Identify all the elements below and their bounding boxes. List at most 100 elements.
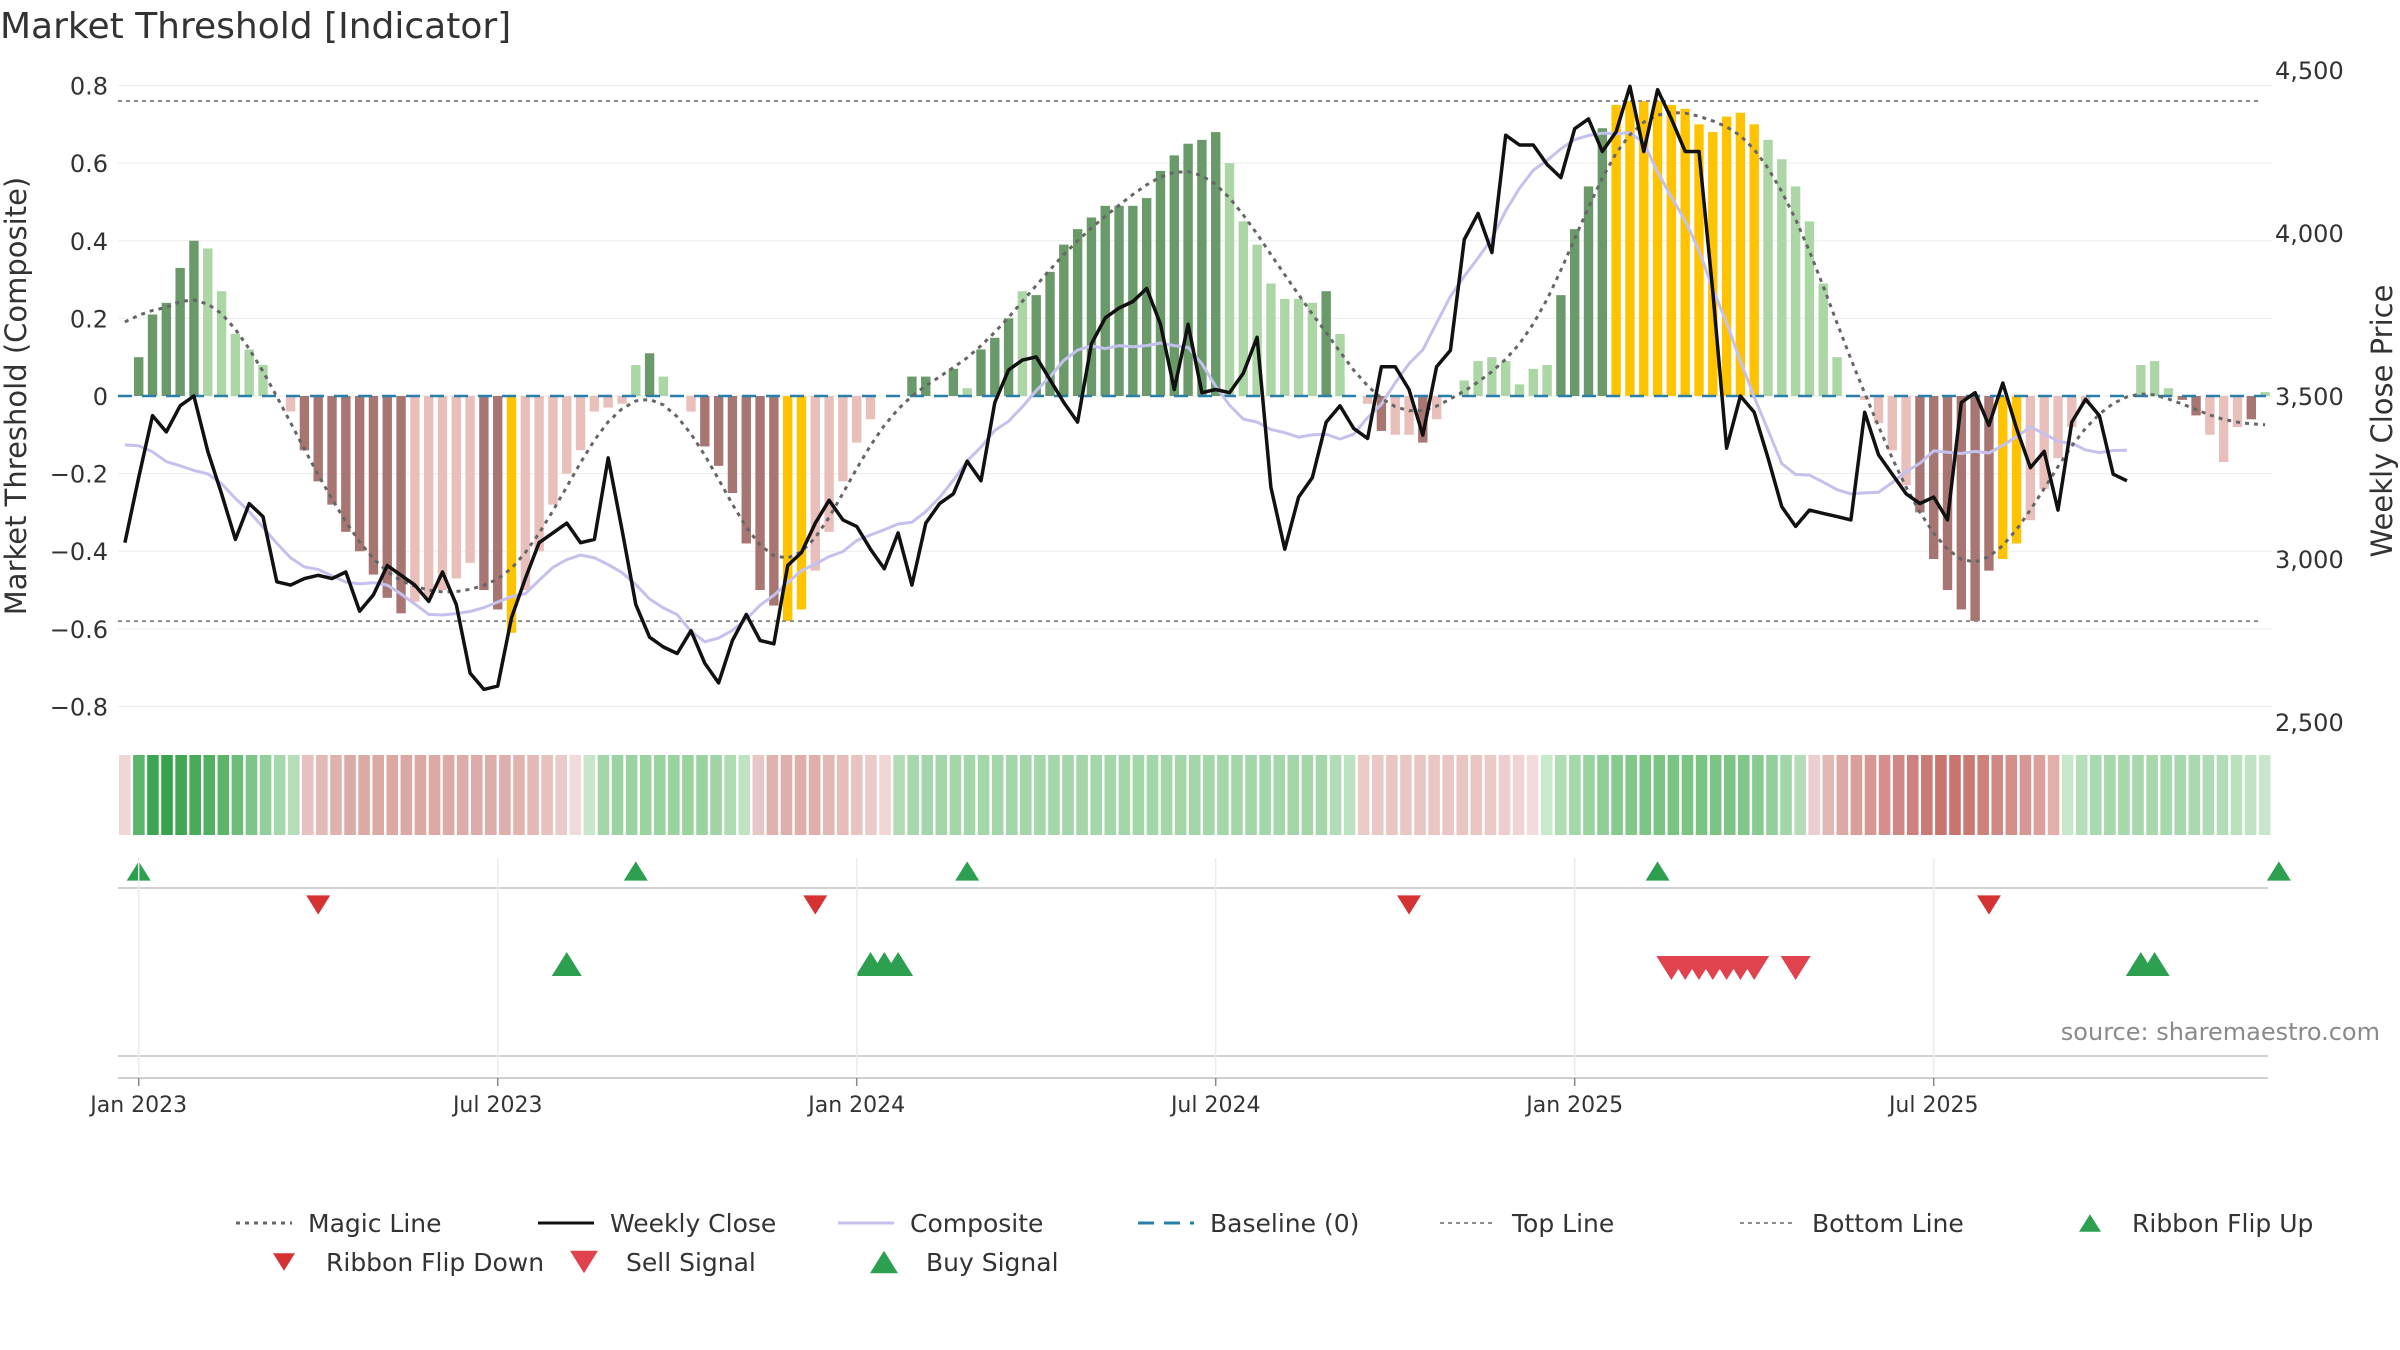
composite-bar bbox=[1708, 132, 1718, 396]
composite-bar bbox=[617, 396, 627, 404]
ribbon-cell bbox=[2132, 755, 2144, 835]
composite-bar bbox=[948, 368, 959, 396]
ribbon-cell bbox=[1625, 755, 1637, 835]
ribbon-cell bbox=[1329, 755, 1342, 835]
ribbon-cell bbox=[1555, 755, 1567, 835]
composite-bar bbox=[1652, 101, 1663, 397]
composite-bar bbox=[1003, 318, 1014, 396]
ribbon-cell bbox=[1456, 755, 1469, 835]
legend-item: Composite bbox=[838, 1209, 1043, 1238]
ribbon-cell bbox=[1160, 755, 1173, 835]
ribbon-cell bbox=[119, 755, 131, 835]
ribbon-cell bbox=[2188, 755, 2201, 835]
buy-signal-marker bbox=[551, 952, 582, 976]
ribbon-cell bbox=[1935, 755, 1947, 835]
legend-label: Buy Signal bbox=[926, 1248, 1059, 1277]
y-tick-label: −0.8 bbox=[50, 693, 108, 721]
source-label: source: sharemaestro.com bbox=[2061, 1018, 2380, 1046]
ribbon-cell bbox=[1217, 755, 1229, 835]
composite-bar bbox=[2205, 396, 2215, 435]
composite-bar bbox=[396, 396, 406, 614]
composite-bar bbox=[161, 302, 172, 396]
composite-bar bbox=[203, 248, 213, 396]
composite-bar bbox=[1915, 396, 1925, 513]
legend-label: Sell Signal bbox=[626, 1248, 756, 1277]
legend-label: Ribbon Flip Down bbox=[326, 1248, 544, 1277]
y-tick-label: −0.6 bbox=[50, 616, 108, 644]
ribbon-cell bbox=[1597, 755, 1609, 835]
ribbon-cell bbox=[386, 755, 399, 835]
ribbon-cell bbox=[766, 755, 779, 835]
ribbon-cell bbox=[724, 755, 736, 835]
composite-bar bbox=[1611, 104, 1621, 396]
ribbon-cell bbox=[1752, 755, 1764, 835]
composite-bar bbox=[1307, 302, 1318, 396]
ribbon-cell bbox=[2118, 755, 2130, 835]
ribbon-cell bbox=[1766, 755, 1778, 835]
legend-label: Bottom Line bbox=[1812, 1209, 1964, 1238]
ribbon-cell bbox=[1132, 755, 1145, 835]
composite-bar bbox=[1404, 396, 1414, 435]
ribbon-flip-up-marker bbox=[2266, 861, 2291, 881]
ribbon-cell bbox=[921, 755, 934, 835]
ribbon-cell bbox=[147, 755, 159, 835]
ribbon-cell bbox=[175, 755, 187, 835]
composite-bar bbox=[1086, 217, 1097, 396]
composite-bar bbox=[2232, 396, 2243, 428]
composite-bar bbox=[962, 388, 972, 396]
composite-bar bbox=[313, 396, 323, 482]
ribbon-cell bbox=[1104, 755, 1117, 835]
composite-bar bbox=[423, 396, 434, 598]
buy-signal-marker bbox=[883, 952, 914, 976]
composite-bar bbox=[1487, 357, 1497, 396]
composite-bar bbox=[1473, 361, 1483, 396]
composite-bar bbox=[341, 396, 351, 532]
ribbon-cell bbox=[1836, 755, 1849, 835]
composite-bar bbox=[2136, 364, 2146, 396]
composite-bar bbox=[1942, 396, 1953, 591]
ribbon-cell bbox=[1301, 755, 1314, 835]
ribbon-cell bbox=[161, 755, 173, 835]
sell-signal-marker bbox=[1739, 956, 1770, 980]
ribbon-flip-up-marker bbox=[623, 861, 648, 881]
ribbon-cell bbox=[822, 755, 835, 835]
ribbon-cell bbox=[1921, 755, 1933, 835]
ribbon-cell bbox=[527, 755, 539, 835]
composite-bar bbox=[1777, 159, 1787, 396]
y2-axis-label: Weekly Close Price bbox=[2365, 285, 2399, 558]
y-tick-label: 0.8 bbox=[70, 73, 108, 101]
ribbon-cell bbox=[1188, 755, 1201, 835]
ribbon-flip-down-marker bbox=[1397, 895, 1422, 915]
y-axis-label: Market Threshold (Composite) bbox=[0, 177, 33, 615]
legend-item: Sell Signal bbox=[570, 1248, 756, 1277]
legend-marker bbox=[570, 1250, 598, 1274]
legend-item: Ribbon Flip Up bbox=[2079, 1209, 2313, 1238]
ribbon-cell bbox=[1414, 755, 1426, 835]
composite-bar bbox=[506, 396, 517, 633]
composite-bar bbox=[907, 376, 917, 396]
ribbon-cell bbox=[1498, 755, 1511, 835]
composite-bar bbox=[976, 349, 986, 396]
ribbon-cell bbox=[808, 755, 821, 835]
ribbon-cell bbox=[2258, 755, 2271, 835]
composite-bar bbox=[1625, 101, 1635, 397]
ribbon-cell bbox=[1259, 755, 1271, 835]
ribbon-cell bbox=[245, 755, 258, 835]
ribbon-cell bbox=[2244, 755, 2257, 835]
ribbon-cell bbox=[879, 755, 891, 835]
composite-bar bbox=[479, 396, 489, 591]
legend-item: Ribbon Flip Down bbox=[273, 1248, 544, 1277]
ribbon-cell bbox=[977, 755, 990, 835]
ribbon-cell bbox=[372, 755, 384, 835]
composite-bar bbox=[1735, 112, 1746, 396]
composite-bar bbox=[562, 396, 572, 474]
ribbon-cell bbox=[470, 755, 483, 835]
ribbon-cell bbox=[696, 755, 708, 835]
composite-bar bbox=[437, 396, 448, 591]
ribbon-cell bbox=[442, 755, 455, 835]
ribbon-cell bbox=[1146, 755, 1159, 835]
composite-bar bbox=[824, 396, 834, 532]
composite-bar bbox=[1500, 361, 1511, 396]
ribbon-cell bbox=[1386, 755, 1398, 835]
ribbon-cell bbox=[625, 755, 638, 835]
